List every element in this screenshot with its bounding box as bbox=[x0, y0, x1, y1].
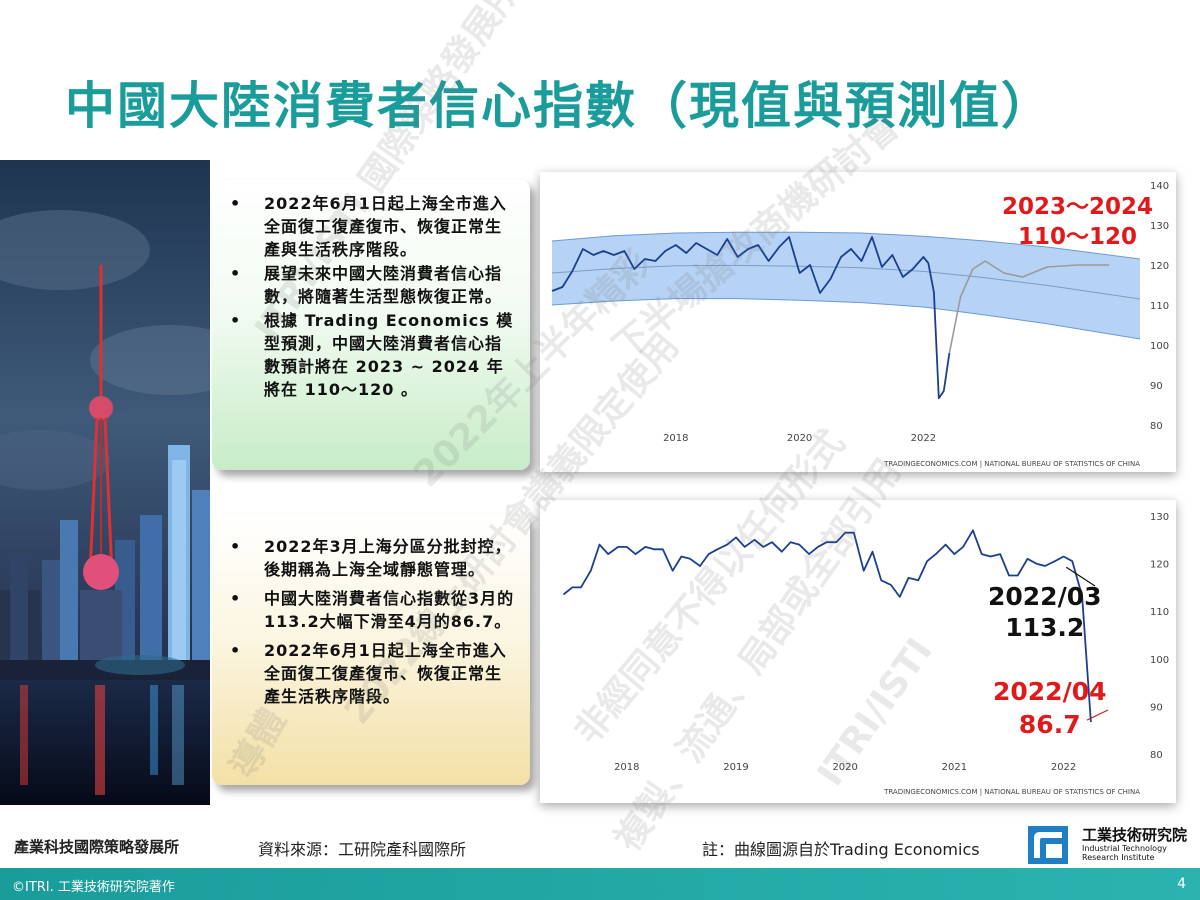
x-tick-label: 2018 bbox=[614, 762, 639, 773]
forecast-range-annotation: 2023～2024 110～120 bbox=[1002, 192, 1153, 252]
list-item: • 中國大陸消費者信心指數從3月的113.2大幅下滑至4月的86.7。 bbox=[230, 587, 516, 633]
bullet-icon: • bbox=[230, 311, 242, 330]
chart-source: TRADINGECONOMICS.COM | NATIONAL BUREAU O… bbox=[883, 460, 1140, 468]
forecast-series-line bbox=[948, 260, 1110, 354]
shanghai-skyline-photo bbox=[0, 160, 210, 805]
bullet-icon: • bbox=[230, 537, 242, 556]
forecast-chart: 80 90 100 110 120 130 140 2018 2020 2022 TRADINGEC… bbox=[551, 181, 1169, 468]
logo-name: 工業技術研究院 bbox=[1082, 826, 1188, 844]
itri-logo-mark-icon bbox=[1028, 826, 1068, 864]
list-item: • 2022年3月上海分區分批封控，後期稱為上海全域靜態管理。 bbox=[230, 535, 516, 581]
history-chart: 80 90 100 110 120 130 2018 2019 2020 2021 2022 TRAD… bbox=[562, 512, 1169, 796]
bullet-text: 展望未來中國大陸消費者信心指數，將隨著生活型態恢復正常。 bbox=[264, 264, 503, 306]
chart-source: TRADINGECONOMICS.COM | NATIONAL BUREAU O… bbox=[883, 788, 1140, 796]
april-value-label: 86.7 bbox=[1018, 710, 1081, 739]
y-tick-label: 120 bbox=[1150, 261, 1169, 272]
page-number: 4 bbox=[1177, 876, 1186, 892]
y-tick-label: 80 bbox=[1150, 750, 1163, 761]
band-edge-upper bbox=[551, 231, 1141, 260]
x-tick-label: 2022 bbox=[911, 433, 936, 444]
forecast-band bbox=[552, 232, 1140, 339]
bullet-text: 2022年3月上海分區分批封控，後期稱為上海全域靜態管理。 bbox=[264, 537, 512, 579]
march-annotation: 2022/03 113.2 bbox=[988, 581, 1102, 643]
y-tick-label: 140 bbox=[1150, 181, 1169, 192]
y-tick-label: 120 bbox=[1150, 560, 1169, 571]
bullet-text: 中國大陸消費者信心指數從3月的113.2大幅下滑至4月的86.7。 bbox=[264, 589, 515, 631]
y-tick-label: 130 bbox=[1150, 221, 1169, 232]
band-edge-lower bbox=[551, 298, 1141, 340]
y-tick-label: 90 bbox=[1150, 381, 1163, 392]
forecast-notes-list: • 2022年6月1日起上海全市進入全面復工復產復市、恢復正常生產與生活秩序階段。… bbox=[212, 180, 530, 401]
history-notes-list: • 2022年3月上海分區分批封控，後期稱為上海全域靜態管理。 • 中國大陸消費者信… bbox=[212, 515, 530, 708]
list-item: • 根據 Trading Economics 模型預測，中國大陸消費者信心指數預計… bbox=[230, 309, 516, 401]
april-annotation: 2022/04 86.7 bbox=[993, 675, 1107, 741]
y-tick-label: 110 bbox=[1150, 301, 1169, 312]
bullet-text: 2022年6月1日起上海全市進入全面復工復產復市、恢復正常生產生活秩序階段。 bbox=[264, 641, 507, 706]
bullet-icon: • bbox=[230, 194, 242, 213]
y-tick-label: 100 bbox=[1150, 655, 1169, 666]
skyline-illustration bbox=[0, 160, 210, 805]
list-item: • 2022年6月1日起上海全市進入全面復工復產復市、恢復正常生產與生活秩序階段。 bbox=[230, 192, 516, 261]
footer-note: 註：曲線圖源自於Trading Economics bbox=[702, 840, 980, 859]
bullet-text: 2022年6月1日起上海全市進入全面復工復產復市、恢復正常生產與生活秩序階段。 bbox=[264, 194, 507, 259]
itri-logo: 工業技術研究院 Industrial Technology Research I… bbox=[1028, 824, 1198, 868]
logo-english: Industrial Technology Research Institute bbox=[1082, 844, 1167, 862]
bullet-icon: • bbox=[230, 264, 242, 283]
april-leader-line bbox=[1086, 709, 1109, 721]
y-tick-label: 110 bbox=[1150, 607, 1169, 618]
bullet-icon: • bbox=[230, 641, 242, 660]
page-title: 中國大陸消費者信心指數（現值與預測值） bbox=[65, 77, 1053, 135]
actual-series-line bbox=[562, 529, 1092, 723]
history-chart-panel: 80 90 100 110 120 130 2018 2019 2020 2021 2022 TRAD… bbox=[540, 500, 1176, 803]
x-tick-label: 2018 bbox=[663, 433, 688, 444]
footer-source: 資料來源：工研院產科國際所 bbox=[258, 840, 467, 859]
y-tick-label: 90 bbox=[1150, 702, 1163, 713]
bullet-text: 根據 Trading Economics 模型預測，中國大陸消費者信心指數預計將… bbox=[264, 311, 514, 399]
list-item: • 2022年6月1日起上海全市進入全面復工復產復市、恢復正常生產生活秩序階段。 bbox=[230, 639, 516, 708]
x-tick-label: 2020 bbox=[787, 433, 812, 444]
list-item: • 展望未來中國大陸消費者信心指數，將隨著生活型態恢復正常。 bbox=[230, 262, 516, 308]
april-date-label: 2022/04 bbox=[993, 677, 1107, 706]
forecast-notes-box: • 2022年6月1日起上海全市進入全面復工復產復市、恢復正常生產與生活秩序階段。… bbox=[212, 180, 530, 470]
forecast-period-label: 2023～2024 bbox=[1002, 194, 1154, 220]
y-tick-label: 80 bbox=[1150, 421, 1163, 432]
x-tick-label: 2020 bbox=[832, 762, 857, 773]
band-trend-line bbox=[551, 264, 1141, 300]
forecast-chart-panel: 80 90 100 110 120 130 140 2018 2020 2022 TRADINGEC… bbox=[540, 172, 1176, 472]
logo-english-line: Industrial Technology bbox=[1082, 844, 1167, 853]
y-tick-label: 130 bbox=[1150, 512, 1169, 523]
y-tick-label: 100 bbox=[1150, 341, 1169, 352]
copyright: ©ITRI. 工業技術研究院著作 bbox=[12, 880, 175, 895]
x-tick-label: 2021 bbox=[942, 762, 967, 773]
march-value-label: 113.2 bbox=[1005, 613, 1085, 642]
bottom-bar: ©ITRI. 工業技術研究院著作 4 bbox=[0, 868, 1200, 900]
footer-org: 產業科技國際策略發展所 bbox=[14, 838, 180, 856]
x-tick-label: 2022 bbox=[1051, 762, 1076, 773]
march-date-label: 2022/03 bbox=[988, 582, 1102, 611]
x-tick-label: 2019 bbox=[723, 762, 748, 773]
history-notes-box: • 2022年3月上海分區分批封控，後期稱為上海全域靜態管理。 • 中國大陸消費者信… bbox=[212, 515, 530, 785]
forecast-range-label: 110～120 bbox=[1018, 224, 1138, 250]
logo-english-line: Research Institute bbox=[1082, 853, 1155, 862]
march-leader-line bbox=[1065, 566, 1096, 587]
actual-series-line bbox=[551, 236, 951, 400]
bullet-icon: • bbox=[230, 589, 242, 608]
